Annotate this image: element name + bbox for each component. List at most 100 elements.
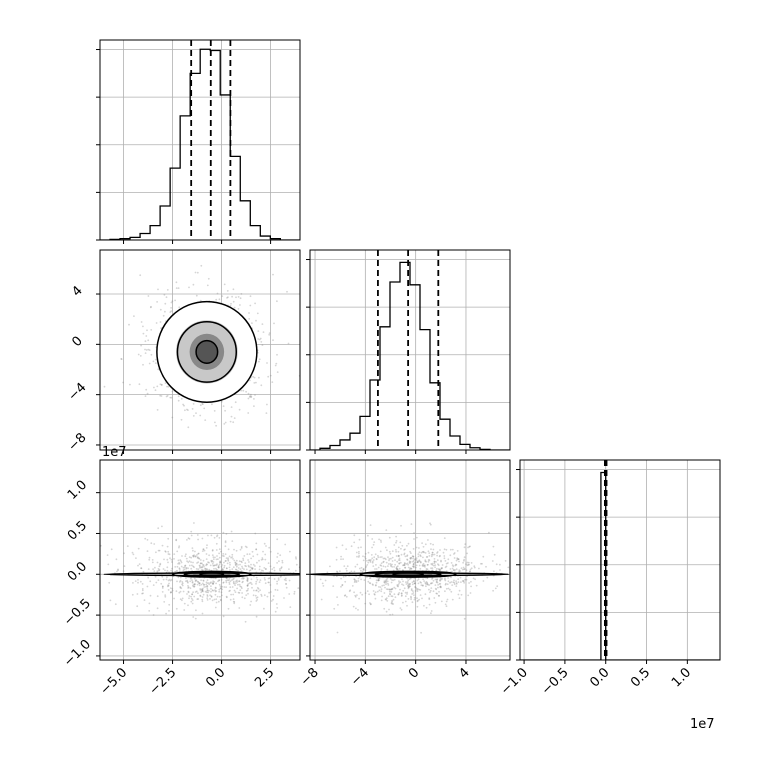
scatter-point (244, 562, 247, 564)
scatter-point (360, 578, 362, 581)
scatter-point (396, 565, 399, 567)
scatter-point (417, 578, 420, 581)
scatter-point (358, 550, 360, 553)
scatter-point (207, 534, 209, 537)
scatter-point (218, 579, 221, 581)
scatter-point (156, 409, 159, 411)
scatter-point (433, 560, 436, 563)
scatter-point (460, 593, 463, 596)
scatter-point (249, 566, 252, 569)
scatter-point (409, 562, 411, 564)
scatter-point (167, 584, 170, 587)
scatter-point (233, 417, 236, 419)
scatter-point (217, 566, 220, 568)
scatter-point (234, 401, 237, 404)
scatter-point (430, 612, 432, 615)
scatter-point (354, 565, 357, 568)
scatter-point (231, 295, 234, 298)
scatter-point (468, 545, 471, 548)
scatter-point (417, 582, 420, 585)
scatter-point (225, 577, 228, 580)
scatter-point (355, 580, 358, 582)
scatter-point (232, 288, 235, 291)
scatter-point (407, 587, 410, 590)
scatter-point (203, 584, 205, 586)
scatter-point (198, 582, 201, 584)
scatter-point (218, 579, 221, 582)
scatter-point (404, 548, 406, 551)
scatter-point (434, 584, 437, 586)
scatter-point (370, 554, 373, 556)
scatter-point (136, 605, 139, 608)
scatter-point (134, 580, 137, 582)
scatter-point (463, 560, 465, 562)
scatter-point (430, 555, 433, 558)
scatter-point (225, 567, 228, 570)
scatter-point (423, 580, 425, 582)
scatter-point (326, 571, 329, 574)
scatter-point (217, 566, 220, 569)
scatter-point (427, 583, 429, 586)
scatter-point (443, 537, 446, 539)
scatter-point (322, 585, 325, 587)
scatter-point (219, 587, 222, 590)
scatter-point (137, 353, 140, 356)
scatter-point (382, 565, 385, 568)
scatter-point (401, 544, 404, 547)
scatter-point (438, 590, 440, 593)
scatter-point (258, 568, 261, 571)
scatter-point (159, 562, 162, 565)
scatter-point (417, 555, 420, 558)
scatter-point (194, 579, 197, 582)
scatter-point (390, 588, 393, 591)
scatter-point (365, 565, 368, 568)
scatter-point (243, 597, 246, 600)
scatter-point (377, 554, 379, 557)
scatter-point (166, 576, 168, 579)
scatter-point (397, 559, 400, 561)
scatter-point (398, 562, 401, 565)
scatter-point (247, 583, 250, 585)
scatter-point (205, 547, 208, 549)
scatter-point (253, 405, 255, 407)
scatter-point (254, 394, 256, 396)
scatter-point (432, 579, 435, 582)
scatter-point (187, 587, 190, 589)
scatter-point (403, 552, 406, 555)
scatter-point (269, 550, 272, 553)
contour-line (176, 320, 238, 383)
scatter-point (199, 589, 202, 591)
scatter-point (136, 593, 139, 595)
scatter-point (421, 542, 423, 544)
scatter-point (449, 548, 452, 551)
scatter-point (358, 597, 360, 600)
scatter-point (141, 588, 144, 590)
scatter-point (258, 559, 260, 562)
scatter-point (389, 563, 392, 565)
scatter-point (204, 419, 207, 421)
scatter-point (414, 586, 416, 588)
scatter-point (470, 580, 472, 583)
scatter-point (278, 560, 280, 563)
scatter-point (188, 286, 190, 289)
scatter-point (203, 549, 206, 552)
scatter-point (363, 579, 366, 581)
panel-frame (309, 249, 511, 451)
scatter-point (416, 561, 419, 563)
scatter-point (197, 538, 200, 541)
scatter-point (271, 381, 274, 383)
scatter-point (383, 592, 386, 594)
scatter-point (236, 579, 238, 582)
scatter-point (385, 581, 388, 584)
scatter-point (431, 577, 434, 579)
scatter-point (277, 552, 279, 555)
scatter-point (403, 562, 406, 565)
scatter-point (193, 583, 196, 586)
scatter-point (480, 562, 482, 565)
scatter-point (200, 591, 203, 594)
scatter-point (232, 566, 235, 569)
scatter-point (237, 569, 239, 572)
scatter-point (247, 412, 250, 414)
scatter-point (93, 594, 95, 596)
scatter-point (212, 561, 215, 563)
